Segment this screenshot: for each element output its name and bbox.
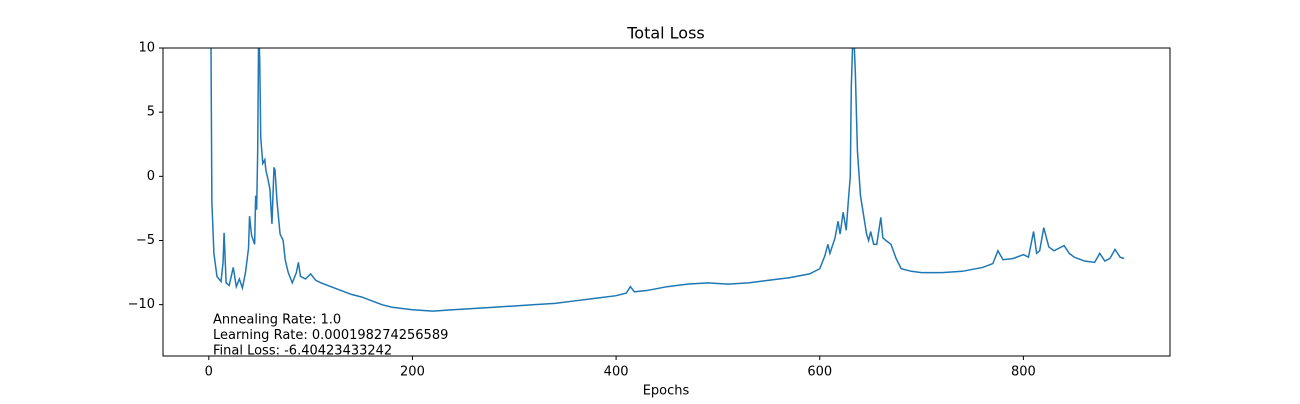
y-tick-label: 10 bbox=[138, 41, 155, 56]
y-tick-label: −10 bbox=[128, 297, 155, 312]
chart-title: Total Loss bbox=[626, 24, 705, 43]
loss-line bbox=[210, 48, 1125, 312]
y-tick-label: 0 bbox=[147, 169, 155, 184]
annotation: Final Loss: -6.40423433242 bbox=[213, 344, 392, 359]
y-tick-label: 5 bbox=[147, 105, 155, 120]
x-tick-label: 0 bbox=[205, 365, 213, 380]
plot: −10 −5 0 5 10 0 200 400 600 800 Annealing Rate: 1.… bbox=[128, 41, 1125, 380]
x-tick-label: 400 bbox=[604, 365, 629, 380]
x-tick-label: 800 bbox=[1011, 365, 1036, 380]
annotation: Annealing Rate: 1.0 bbox=[213, 313, 341, 328]
x-axis-label: Epochs bbox=[643, 384, 690, 399]
y-tick-label: −5 bbox=[136, 233, 155, 248]
x-tick-label: 200 bbox=[400, 365, 425, 380]
x-tick-label: 600 bbox=[807, 365, 832, 380]
annotation: Learning Rate: 0.000198274256589 bbox=[213, 328, 448, 343]
axes-frame bbox=[162, 47, 1171, 357]
